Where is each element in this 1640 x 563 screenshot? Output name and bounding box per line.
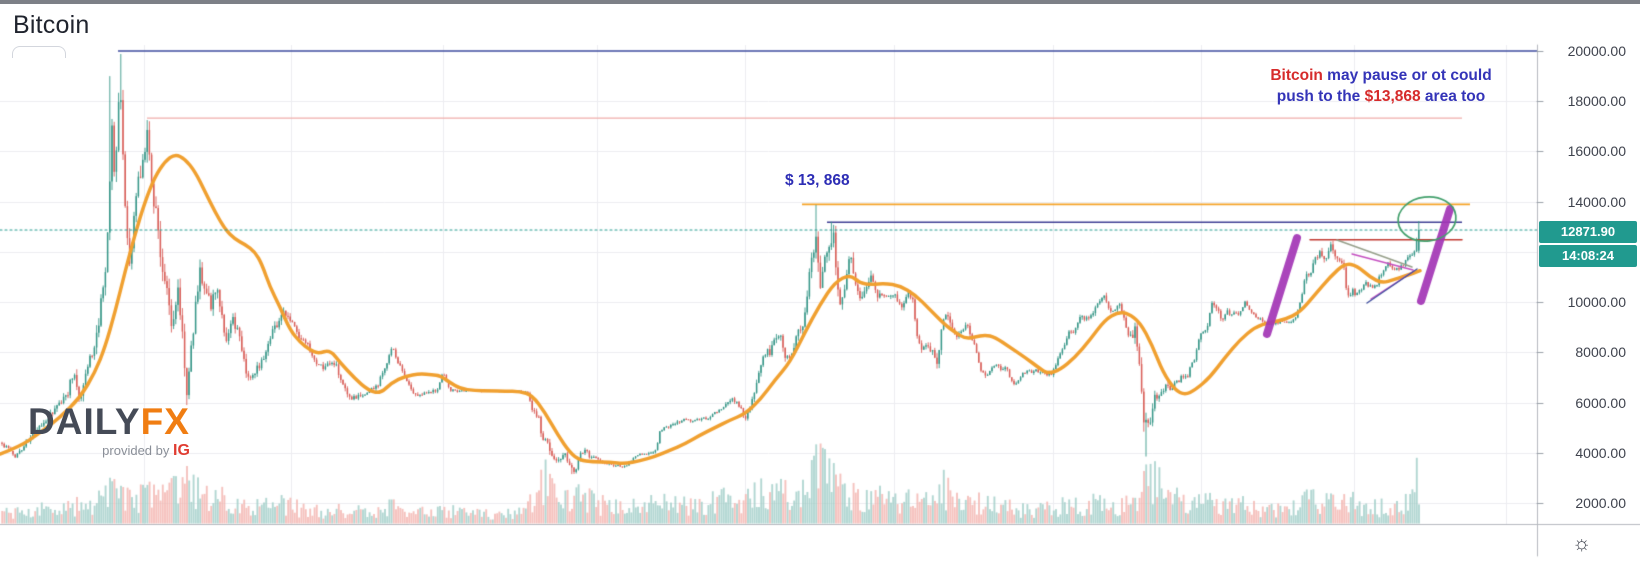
- settings-gear-icon[interactable]: ☼: [1572, 532, 1592, 555]
- price-tick-label: 14000.00: [1567, 193, 1626, 210]
- time-axis[interactable]: 2018MaySep2019MaySep2020MaySep2021: [0, 524, 1640, 556]
- bar-countdown-value: 14:08:24: [1561, 248, 1615, 264]
- price-tick-label: 16000.00: [1567, 143, 1626, 160]
- bar-countdown-badge: 14:08:24: [1539, 244, 1637, 267]
- annotation-note[interactable]: Bitcoin may pause or ot could push to the…: [1256, 65, 1506, 107]
- price-tick-label: 18000.00: [1567, 93, 1626, 110]
- annotation-note-segment: $13,868: [1364, 88, 1421, 105]
- price-tick-label: 2000.00: [1575, 495, 1626, 511]
- price-axis[interactable]: 20000.00 18000.00 16000.00 14000.00 10000.00…: [1537, 43, 1640, 524]
- provided-by-tagline: provided by IG: [28, 442, 190, 460]
- price-level-label[interactable]: $ 13, 868: [785, 172, 850, 189]
- price-tick-label: 6000.00: [1575, 394, 1626, 411]
- ig-logo-text: IG: [173, 442, 190, 459]
- current-price-badge: 12871.90: [1539, 220, 1637, 243]
- price-tick-label: 20000.00: [1567, 43, 1626, 59]
- tagline-text: provided by: [102, 443, 173, 458]
- price-tick-label: 10000.00: [1567, 294, 1626, 311]
- dailyfx-logo: DAILYFX: [28, 403, 190, 441]
- price-tick-label: 8000.00: [1575, 344, 1626, 361]
- annotation-note-line: Bitcoin may pause or ot could: [1256, 65, 1506, 86]
- annotation-note-segment: area too: [1420, 88, 1486, 105]
- annotation-note-segment: may pause or ot could: [1322, 67, 1492, 84]
- price-tick-label: 4000.00: [1575, 444, 1626, 461]
- annotation-note-segment: Bitcoin: [1270, 67, 1323, 84]
- logo-fx-text: FX: [140, 401, 190, 442]
- dailyfx-watermark: DAILYFX provided by IG: [28, 403, 190, 460]
- annotation-note-line: push to the $13,868 area too: [1256, 86, 1506, 107]
- current-price-value: 12871.90: [1560, 224, 1616, 240]
- annotation-note-segment: push to the: [1276, 88, 1365, 105]
- logo-daily-text: DAILY: [28, 401, 141, 442]
